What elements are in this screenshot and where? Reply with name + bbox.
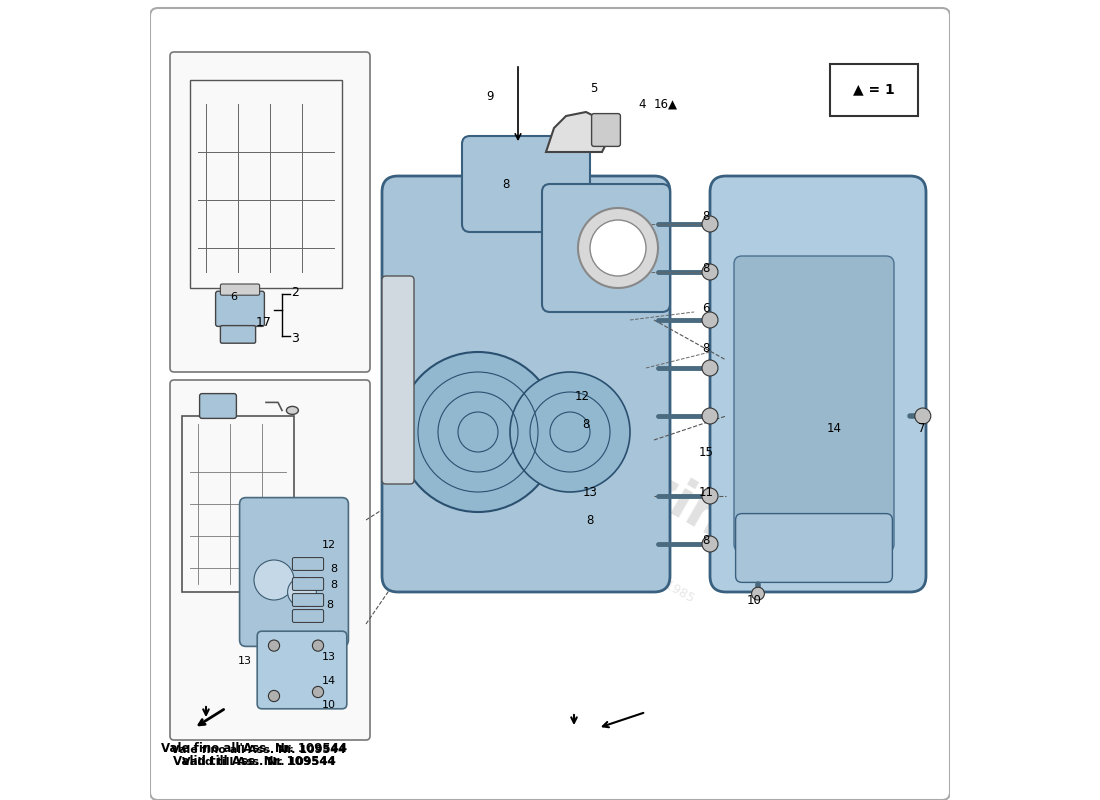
Text: Valid till Ass. Nr. 109544: Valid till Ass. Nr. 109544 <box>173 755 336 768</box>
Text: 10: 10 <box>747 594 761 606</box>
Text: 5: 5 <box>591 82 597 94</box>
Text: 3: 3 <box>290 332 299 345</box>
FancyBboxPatch shape <box>710 176 926 592</box>
Circle shape <box>312 686 323 698</box>
Text: 4: 4 <box>638 98 646 110</box>
Text: 8: 8 <box>702 262 710 274</box>
FancyBboxPatch shape <box>240 498 349 646</box>
Text: 16▲: 16▲ <box>654 98 678 110</box>
FancyBboxPatch shape <box>150 8 950 800</box>
FancyBboxPatch shape <box>382 176 670 592</box>
Circle shape <box>287 578 317 606</box>
Text: Vale fino all'Ass. Nr. 109544: Vale fino all'Ass. Nr. 109544 <box>170 745 345 754</box>
Text: Valid till Ass. Nr. 109544: Valid till Ass. Nr. 109544 <box>182 758 334 767</box>
Circle shape <box>702 360 718 376</box>
Text: 15: 15 <box>698 446 714 458</box>
Text: 8: 8 <box>330 564 337 574</box>
FancyBboxPatch shape <box>257 631 346 709</box>
FancyBboxPatch shape <box>170 52 370 372</box>
Text: 8: 8 <box>326 600 333 610</box>
Circle shape <box>312 640 323 651</box>
Text: 8: 8 <box>503 178 509 190</box>
Circle shape <box>702 536 718 552</box>
FancyBboxPatch shape <box>293 558 323 570</box>
FancyBboxPatch shape <box>830 64 918 116</box>
Text: 9: 9 <box>486 90 494 102</box>
FancyBboxPatch shape <box>462 136 590 232</box>
Circle shape <box>751 587 764 600</box>
Circle shape <box>398 352 558 512</box>
FancyBboxPatch shape <box>734 256 894 552</box>
FancyBboxPatch shape <box>216 291 264 326</box>
Circle shape <box>254 560 294 600</box>
Text: 12: 12 <box>322 540 337 550</box>
Circle shape <box>510 372 630 492</box>
Circle shape <box>590 220 646 276</box>
Text: eurofànzines: eurofànzines <box>434 346 793 582</box>
Text: 11: 11 <box>698 486 714 498</box>
Circle shape <box>702 312 718 328</box>
Text: ▲ = 1: ▲ = 1 <box>854 82 895 97</box>
FancyBboxPatch shape <box>220 284 260 295</box>
Text: 13: 13 <box>322 652 335 662</box>
Text: Vale fino all'Ass. Nr. 109544: Vale fino all'Ass. Nr. 109544 <box>161 742 348 754</box>
Text: 14: 14 <box>322 676 337 686</box>
Text: 10: 10 <box>322 700 335 710</box>
FancyBboxPatch shape <box>592 114 620 146</box>
Circle shape <box>702 488 718 504</box>
Circle shape <box>702 216 718 232</box>
FancyBboxPatch shape <box>293 610 323 622</box>
Ellipse shape <box>286 406 298 414</box>
Text: 13: 13 <box>238 656 252 666</box>
Text: 8: 8 <box>582 418 590 430</box>
Text: 8: 8 <box>330 580 337 590</box>
FancyBboxPatch shape <box>382 276 414 484</box>
Text: for fanatics, by fanatics since 1985: for fanatics, by fanatics since 1985 <box>499 483 696 605</box>
Text: 8: 8 <box>702 342 710 354</box>
FancyBboxPatch shape <box>199 394 236 418</box>
Text: 6: 6 <box>230 292 236 302</box>
FancyBboxPatch shape <box>542 184 670 312</box>
Text: 2: 2 <box>290 286 299 299</box>
Text: 14: 14 <box>826 422 842 434</box>
FancyBboxPatch shape <box>293 594 323 606</box>
FancyBboxPatch shape <box>220 326 255 343</box>
Text: 7: 7 <box>918 422 926 434</box>
FancyBboxPatch shape <box>736 514 892 582</box>
Text: 6: 6 <box>702 302 710 314</box>
Circle shape <box>915 408 931 424</box>
Circle shape <box>578 208 658 288</box>
Bar <box>182 416 294 592</box>
Circle shape <box>702 264 718 280</box>
Circle shape <box>268 640 279 651</box>
Text: 17: 17 <box>255 316 272 329</box>
Polygon shape <box>546 112 611 152</box>
Text: 12: 12 <box>574 390 590 402</box>
FancyBboxPatch shape <box>293 578 323 590</box>
Bar <box>190 80 342 288</box>
Circle shape <box>268 690 279 702</box>
Circle shape <box>702 408 718 424</box>
Text: 8: 8 <box>702 210 710 222</box>
Text: 13: 13 <box>583 486 597 498</box>
FancyBboxPatch shape <box>170 380 370 740</box>
Text: 8: 8 <box>702 534 710 546</box>
Text: 8: 8 <box>586 514 594 526</box>
